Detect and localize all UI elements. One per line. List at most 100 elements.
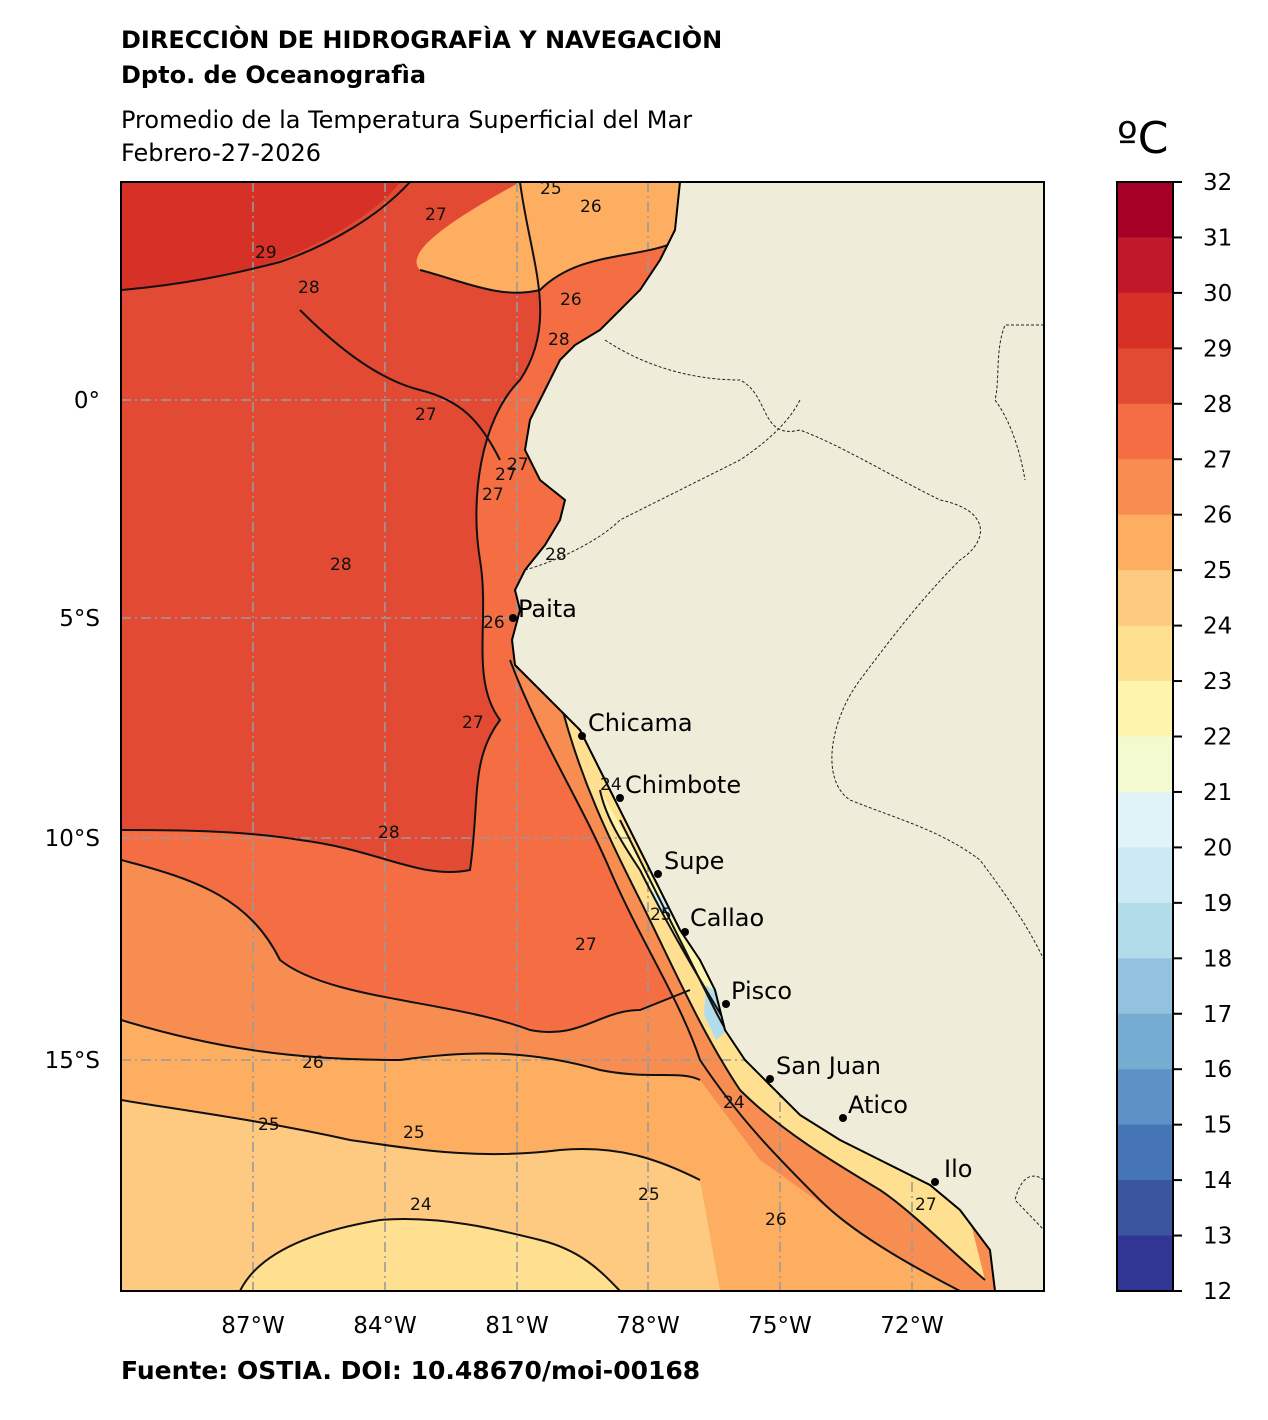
- colorbar-segment: [1117, 403, 1173, 460]
- colorbar-tick-label: 31: [1203, 225, 1232, 251]
- city-label-paita: Paita: [518, 595, 577, 623]
- contour-label: 27: [425, 205, 447, 225]
- colorbar-tick-label: 27: [1203, 447, 1232, 473]
- map-frame: [120, 181, 1045, 1292]
- contour-label: 24: [410, 1195, 432, 1215]
- city-dot: [766, 1075, 774, 1083]
- colorbar-segment: [1117, 958, 1173, 1015]
- x-tick-label: 81°W: [485, 1313, 549, 1339]
- colorbar-tick-label: 22: [1203, 725, 1232, 751]
- contour-label: 26: [580, 197, 602, 217]
- contour-label: 28: [545, 545, 567, 565]
- contour-label: 25: [403, 1123, 425, 1143]
- colorbar-tick-label: 21: [1203, 780, 1232, 806]
- colorbar-tick-label: 20: [1203, 835, 1232, 861]
- colorbar-tick-label: 19: [1203, 891, 1232, 917]
- ocean-25-26-north: [416, 182, 680, 293]
- institution-title: DIRECCIÒN DE HIDROGRAFÌA Y NAVEGACIÒN: [121, 26, 723, 54]
- contour-label: 27: [495, 465, 517, 485]
- city-label-chicama: Chicama: [588, 709, 693, 737]
- city-markers: [509, 614, 939, 1186]
- colorbar-tick-label: 30: [1203, 281, 1232, 307]
- colorbar: [1117, 182, 1173, 1292]
- ocean-28-29-band: [121, 182, 541, 873]
- colorbar-tick-label: 23: [1203, 669, 1232, 695]
- city-label-callao: Callao: [690, 904, 764, 932]
- colorbar-segment: [1117, 237, 1173, 294]
- coastal-24-band: [560, 700, 985, 1280]
- city-dot: [722, 1000, 730, 1008]
- colorbar-tick-label: 32: [1203, 170, 1232, 196]
- contour-label: 27: [915, 1195, 937, 1215]
- colorbar-tick-label: 17: [1203, 1002, 1232, 1028]
- colorbar-tick-label: 29: [1203, 336, 1232, 362]
- isotherm-lines: [121, 182, 986, 1291]
- city-label-ilo: Ilo: [944, 1155, 972, 1183]
- y-tick-label: 0°: [74, 388, 100, 414]
- x-tick-label: 78°W: [616, 1313, 680, 1339]
- colorbar-tick-label: 18: [1203, 946, 1232, 972]
- city-dot: [931, 1178, 939, 1186]
- colorbar-segment: [1117, 1069, 1173, 1126]
- y-axis-labels: 0° 5°S 10°S 15°S: [45, 388, 100, 1074]
- colorbar-segment: [1117, 570, 1173, 627]
- contour-label: 26: [765, 1210, 787, 1230]
- colorbar-segment: [1117, 1180, 1173, 1237]
- source-footer: Fuente: OSTIA. DOI: 10.48670/moi-00168: [121, 1356, 701, 1385]
- contour-label: 27: [415, 405, 437, 425]
- city-dot: [578, 732, 586, 740]
- contour-label: 25: [258, 1115, 280, 1135]
- colorbar-tick-label: 13: [1203, 1224, 1232, 1250]
- city-dot: [839, 1114, 847, 1122]
- colorbar-tick-label: 16: [1203, 1057, 1232, 1083]
- contour-label: 27: [507, 455, 529, 475]
- colorbar-segment: [1117, 459, 1173, 516]
- colorbar-unit: ºC: [1117, 113, 1169, 164]
- colorbar-tick-label: 14: [1203, 1168, 1232, 1194]
- colorbar-tick-label: 25: [1203, 558, 1232, 584]
- colorbar-tick-label: 24: [1203, 614, 1232, 640]
- colorbar-segment: [1117, 625, 1173, 682]
- city-label-san-juan: San Juan: [776, 1052, 881, 1080]
- colorbar-segment: [1117, 182, 1173, 238]
- department-title: Dpto. de Oceanografìa: [121, 61, 427, 89]
- x-tick-label: 75°W: [748, 1313, 812, 1339]
- contour-label: 28: [548, 330, 570, 350]
- country-borders: [524, 324, 1044, 1231]
- colorbar-segment: [1117, 736, 1173, 793]
- x-tick-label: 84°W: [353, 1313, 417, 1339]
- colorbar-segment: [1117, 847, 1173, 904]
- map-date: Febrero-27-2026: [121, 139, 322, 167]
- colorbar-segment: [1117, 514, 1173, 571]
- contour-label: 24: [723, 1093, 745, 1113]
- ocean-24-25-band: [121, 1100, 720, 1291]
- sst-map: 29 28 27 27 26 25 26 28 28 27 27 27 28 2…: [121, 179, 1044, 1291]
- y-tick-label: 15°S: [45, 1048, 100, 1074]
- contour-label: 28: [330, 555, 352, 575]
- contour-label: 28: [298, 278, 320, 298]
- city-label-atico: Atico: [848, 1091, 908, 1119]
- colorbar-tick-label: 28: [1203, 392, 1232, 418]
- contour-label: 26: [560, 290, 582, 310]
- city-dot: [509, 614, 517, 622]
- colorbar-segment: [1117, 1013, 1173, 1070]
- contour-label: 26: [302, 1053, 324, 1073]
- y-tick-label: 5°S: [59, 606, 100, 632]
- y-tick-label: 10°S: [45, 826, 100, 852]
- colorbar-segment: [1117, 791, 1173, 848]
- contour-label: 25: [540, 179, 562, 199]
- city-label-chimbote: Chimbote: [625, 771, 741, 799]
- city-dot: [681, 928, 689, 936]
- contour-label: 27: [575, 935, 597, 955]
- colorbar-segment: [1117, 1235, 1173, 1292]
- contour-label: 25: [638, 1185, 660, 1205]
- land-mass: [510, 182, 1044, 1291]
- contour-label: 29: [255, 243, 277, 263]
- ocean-29-30-band: [121, 182, 400, 290]
- contour-label: 28: [378, 823, 400, 843]
- contour-label: 24: [600, 775, 622, 795]
- colorbar-segment: [1117, 348, 1173, 405]
- colorbar-segment: [1117, 292, 1173, 349]
- map-title: Promedio de la Temperatura Superficial d…: [121, 106, 693, 134]
- colorbar-tick-label: 15: [1203, 1113, 1232, 1139]
